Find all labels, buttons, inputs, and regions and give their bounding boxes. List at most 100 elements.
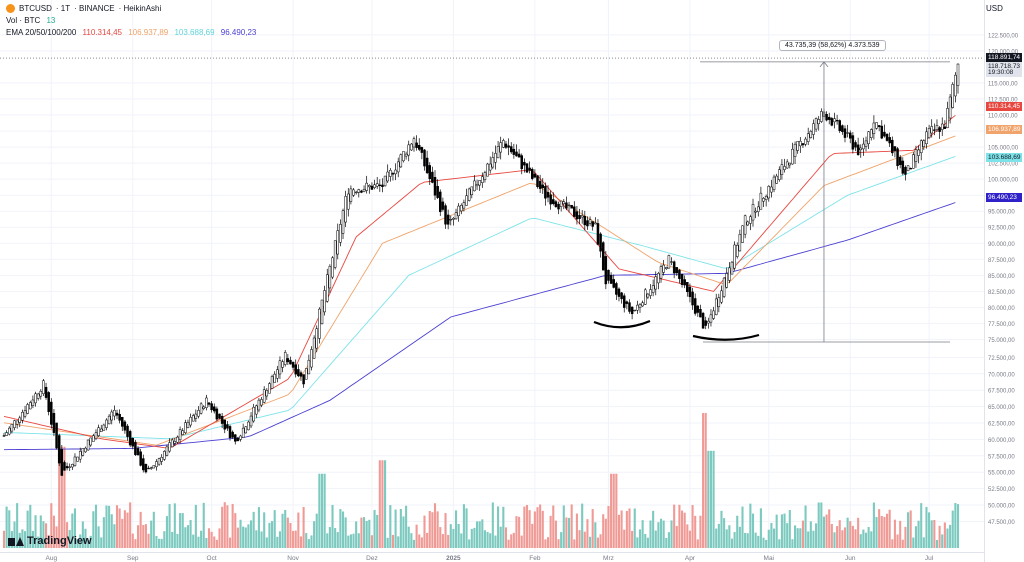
volume-bar (751, 513, 755, 548)
volume-bar (783, 513, 786, 548)
volume-bar (791, 539, 794, 548)
candle-body (425, 157, 429, 174)
candle-body (118, 413, 121, 421)
y-tick-label: 67.500,00 (988, 389, 1015, 395)
y-tick-label: 47.500,00 (988, 520, 1015, 526)
candle-body (184, 422, 187, 433)
volume-bar (389, 505, 392, 548)
volume-bar (197, 536, 200, 548)
volume-bar (476, 521, 479, 548)
candle-body (47, 392, 50, 412)
candle-body (291, 361, 295, 368)
volume-bar (888, 509, 891, 548)
candle-body (286, 358, 290, 363)
volume-bar (102, 517, 105, 548)
volume-bar (491, 502, 494, 548)
volume-bar (849, 521, 852, 548)
volume-bar (202, 502, 205, 548)
candle-body (801, 143, 805, 146)
candle-body (123, 421, 127, 431)
candle-body (270, 376, 274, 389)
y-tick-label: 80.000,00 (988, 306, 1015, 312)
volume-bar (231, 503, 234, 548)
volume-bar (26, 510, 29, 548)
volume-bar (907, 512, 910, 548)
candle-body (488, 163, 492, 171)
volume-bar (891, 539, 894, 548)
volume-bar (55, 526, 58, 548)
y-tick-label: 52.500,00 (988, 487, 1015, 493)
candle-body (142, 458, 145, 471)
measure-arrow (819, 61, 829, 68)
candle-body (57, 435, 61, 464)
volume-bar (610, 473, 613, 548)
candle-body (615, 283, 618, 295)
candle-body (799, 140, 802, 147)
x-tick-label: Dez (366, 555, 378, 562)
candle-body (368, 185, 371, 188)
candle-body (34, 393, 37, 404)
symbol[interactable]: BTCUSD (19, 4, 52, 13)
volume-bar (554, 520, 557, 548)
branding: TradingView (27, 535, 92, 547)
volume-bar (252, 511, 255, 548)
volume-bar (215, 539, 218, 548)
candle-body (609, 275, 613, 284)
candle-body (917, 149, 920, 156)
volume-bar (136, 525, 140, 548)
candle-body (396, 161, 400, 173)
volume-bar (941, 534, 944, 548)
candle-body (370, 185, 374, 190)
candle-body (683, 279, 686, 286)
volume-bar (767, 529, 770, 548)
volume-bar (239, 519, 242, 548)
volume-bar (489, 533, 492, 548)
candle-body (759, 192, 763, 210)
candle-body (528, 167, 531, 171)
candle-body (741, 225, 744, 243)
candle-body (512, 148, 516, 155)
timeframe[interactable]: 1T (60, 4, 71, 13)
candle-body (943, 126, 947, 129)
candle-body (854, 142, 857, 148)
candle-body (36, 393, 40, 399)
volume-bar (23, 531, 27, 548)
candle-body (557, 203, 560, 210)
y-tick-label: 70.000,00 (988, 372, 1015, 378)
volume-bar (357, 533, 360, 548)
x-tick-label: Mai (764, 555, 774, 562)
candle-body (562, 201, 566, 205)
candle-body (515, 151, 518, 157)
volume-bar (378, 460, 381, 548)
candle-body (951, 84, 954, 108)
candle-body (604, 256, 608, 285)
tradingview-logo[interactable]: TradingView (8, 535, 92, 547)
x-tick-label: Jun (845, 555, 856, 562)
candle-body (859, 147, 863, 151)
volume-bar (704, 413, 707, 548)
candle-body (841, 125, 844, 132)
volume-bar (410, 533, 413, 548)
volume-bar (683, 512, 686, 548)
x-tick-label: Apr (685, 555, 696, 562)
price-axis[interactable]: 122.500,00 120.000,00 115.000,00 112.500,00… (984, 0, 1019, 562)
volume-bar (158, 538, 161, 548)
volume-bar (181, 513, 184, 548)
volume-bar (118, 508, 121, 548)
candle-body (885, 133, 889, 141)
candle-body (31, 399, 35, 406)
volume-bar (131, 533, 134, 548)
candle-body (780, 164, 784, 175)
y-tick-label: 115.000,00 (988, 82, 1018, 88)
volume-bar (591, 509, 594, 548)
time-axis[interactable]: Aug Sep Oct Nov Dez 2025 Feb Mrz Apr Mai Jun Jul (0, 552, 984, 562)
volume-bar (670, 520, 673, 548)
chart-style: HeikinAshi (123, 4, 162, 13)
candle-body (491, 157, 495, 168)
volume-bar (862, 529, 865, 548)
currency-selector[interactable]: USD (986, 4, 1003, 13)
volume-bar (189, 519, 192, 548)
candle-body (848, 132, 852, 139)
volume-bar (341, 511, 345, 548)
